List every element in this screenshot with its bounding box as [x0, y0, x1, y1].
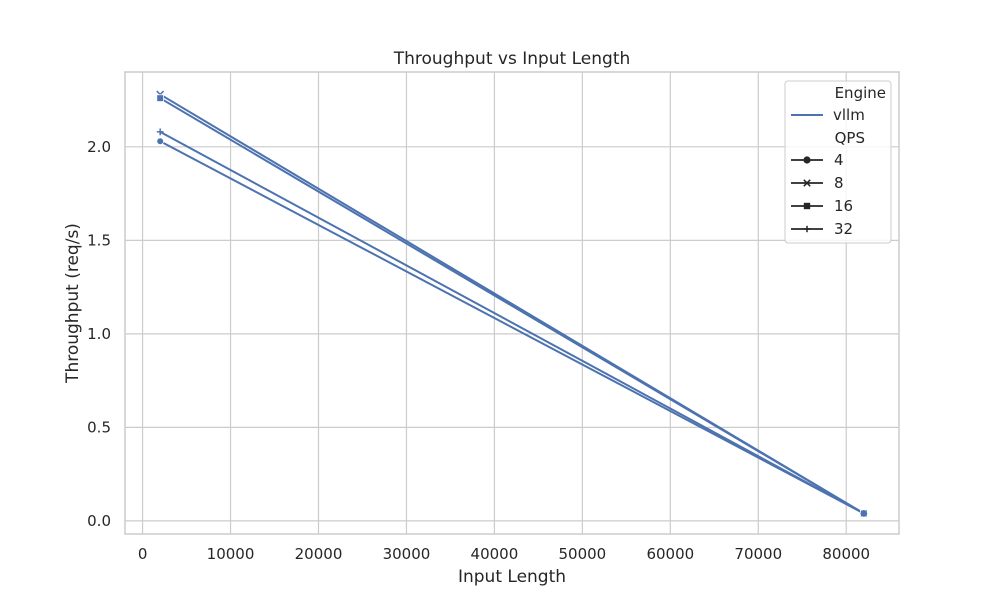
y-tick-label: 2.0 — [87, 138, 111, 156]
legend-style-label-16: 16 — [834, 197, 853, 215]
x-tick-label: 60000 — [646, 545, 694, 563]
series-line-qps-32 — [159, 130, 865, 515]
series-markers — [156, 90, 868, 518]
legend: Engine vllm QPS 4 8 16 32 — [784, 80, 892, 244]
x-marker-stroke — [803, 179, 811, 187]
legend-marker-8 — [803, 179, 811, 187]
series-lines — [159, 93, 865, 515]
y-tick-label: 1.0 — [87, 325, 111, 343]
data-point-qps-32 — [860, 510, 868, 517]
chart-title: Throughput vs Input Length — [393, 49, 631, 69]
plot-frame — [124, 71, 900, 535]
legend-hue-title: Engine — [835, 84, 886, 102]
x-tick-label: 10000 — [207, 545, 255, 563]
x-tick-label: 80000 — [822, 545, 870, 563]
x-tick-label: 70000 — [734, 545, 782, 563]
x-tick-label: 20000 — [295, 545, 343, 563]
legend-style-label-32: 32 — [834, 220, 853, 238]
data-point-qps-32 — [156, 128, 164, 136]
legend-marker-16 — [803, 202, 811, 210]
legend-entry-vllm: vllm — [833, 106, 865, 124]
legend-box — [784, 80, 892, 244]
x-tick-label: 50000 — [559, 545, 607, 563]
legend-style-label-4: 4 — [834, 151, 844, 169]
data-point-qps-4 — [156, 137, 164, 146]
legend-style-label-8: 8 — [834, 174, 844, 192]
y-tick-label: 0.5 — [87, 418, 111, 436]
legend-marker-32 — [803, 225, 811, 233]
x-axis-label: Input Length — [458, 567, 566, 587]
x-tick-label: 40000 — [471, 545, 519, 563]
series-line-qps-16 — [159, 97, 865, 515]
legend-style-title: QPS — [835, 129, 865, 147]
data-point-qps-16 — [156, 94, 164, 102]
tick-labels: 0 10000 20000 30000 40000 50000 60000 70000 8000… — [87, 138, 870, 563]
x-tick-label: 0 — [138, 545, 148, 563]
y-axis-label: Throughput (req/s) — [63, 223, 83, 384]
legend-marker-4 — [803, 156, 811, 164]
y-tick-label: 1.5 — [87, 231, 111, 249]
y-tick-label: 0.0 — [87, 512, 111, 530]
legend-style-entries: 4 8 16 32 — [791, 151, 853, 238]
x-tick-label: 30000 — [383, 545, 431, 563]
series-line-qps-4 — [159, 140, 865, 515]
plot-border — [124, 71, 900, 535]
